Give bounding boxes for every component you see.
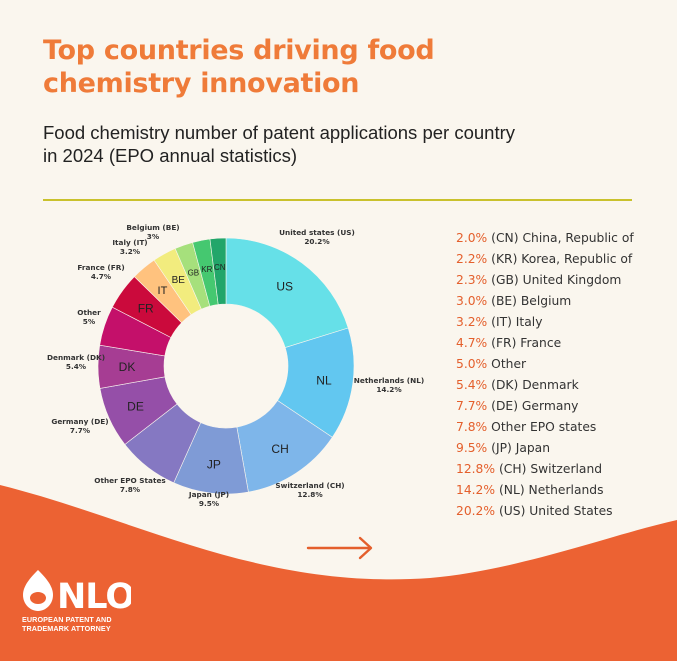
legend-percent: 2.2% [456,252,488,266]
slice-value-label: 7.8% [120,485,141,494]
slice-code-label: GB [188,268,200,277]
legend-percent: 4.7% [456,336,488,350]
slice-code-label: FR [138,301,154,315]
donut-slice [209,237,227,305]
legend-label: (GB) United Kingdom [487,273,622,287]
legend-item: 3.2% (IT) Italy [456,312,634,333]
slice-name-label: Belgium (BE) [126,223,179,232]
slice-name-label: Japan (JP) [188,490,229,499]
legend-label: (CN) China, Republic of [487,231,634,245]
legend-label: (FR) France [487,336,562,350]
slice-name-label: Switzerland (CH) [275,481,344,490]
legend-label: (NL) Netherlands [495,483,604,497]
slice-name-label: Italy (IT) [112,238,147,247]
slice-value-label: 5% [83,317,96,326]
legend-label: (BE) Belgium [487,294,572,308]
slice-name-label: France (FR) [77,263,124,272]
legend-item: 3.0% (BE) Belgium [456,291,634,312]
legend-percent: 3.2% [456,315,488,329]
legend-label: (DE) Germany [487,399,579,413]
divider [43,199,632,201]
legend: 2.0% (CN) China, Republic of 2.2% (KR) Ko… [456,228,634,522]
slice-code-label: NL [316,374,332,388]
slice-code-label: BE [172,275,186,286]
legend-item: 2.3% (GB) United Kingdom [456,270,634,291]
slice-value-label: 12.8% [297,490,323,499]
legend-label: Other EPO states [487,420,597,434]
legend-percent: 7.8% [456,420,488,434]
legend-percent: 2.3% [456,273,488,287]
page-subtitle: Food chemistry number of patent applicat… [43,121,603,167]
legend-percent: 14.2% [456,483,496,497]
legend-percent: 7.7% [456,399,488,413]
page-title: Top countries driving food chemistry inn… [43,34,603,100]
donut-slice [225,237,349,348]
slice-name-label: Netherlands (NL) [354,376,424,385]
slice-name-label: Other [77,308,101,317]
legend-percent: 12.8% [456,462,496,476]
arrow-right-icon[interactable] [306,535,376,561]
legend-item: 5.0% Other [456,354,634,375]
subtitle-line: in 2024 (EPO annual statistics) [43,145,297,166]
legend-label: (KR) Korea, Republic of [487,252,633,266]
slice-name-label: Germany (DE) [51,417,108,426]
legend-item: 5.4% (DK) Denmark [456,375,634,396]
legend-percent: 20.2% [456,504,496,518]
nlo-logo: NLO [23,570,131,614]
legend-label: (CH) Switzerland [495,462,603,476]
slice-value-label: 5.4% [66,362,87,371]
subtitle-line: Food chemistry number of patent applicat… [43,122,515,143]
slice-value-label: 7.7% [70,426,91,435]
slice-value-label: 14.2% [376,385,402,394]
slice-code-label: DK [119,360,136,374]
slice-value-label: 3% [147,232,160,241]
legend-item: 7.7% (DE) Germany [456,396,634,417]
logo-text: NLO [57,577,131,614]
legend-percent: 3.0% [456,294,488,308]
legend-item: 7.8% Other EPO states [456,417,634,438]
slice-name-label: Other EPO States [94,476,166,485]
slice-name-label: United states (US) [279,228,355,237]
slice-name-label: Denmark (DK) [47,353,105,362]
slice-code-label: CN [214,263,226,272]
slice-code-label: CH [271,442,288,456]
legend-item: 12.8% (CH) Switzerland [456,459,634,480]
slice-value-label: 20.2% [304,237,330,246]
tagline-line: EUROPEAN PATENT AND [22,615,112,624]
legend-label: (JP) Japan [487,441,551,455]
legend-item: 9.5% (JP) Japan [456,438,634,459]
legend-label: (DK) Denmark [487,378,579,392]
slice-code-label: IT [158,285,168,297]
slice-value-label: 9.5% [199,499,220,508]
legend-item: 14.2% (NL) Netherlands [456,480,634,501]
tagline-line: TRADEMARK ATTORNEY [22,624,111,633]
legend-item: 4.7% (FR) France [456,333,634,354]
logo-tagline: EUROPEAN PATENT AND TRADEMARK ATTORNEY [22,615,152,633]
slice-value-label: 3.2% [120,247,141,256]
slice-code-label: JP [207,458,221,472]
legend-item: 20.2% (US) United States [456,501,634,522]
legend-item: 2.2% (KR) Korea, Republic of [456,249,634,270]
slice-value-label: 4.7% [91,272,112,281]
slice-code-label: DE [127,399,144,413]
slice-code-label: KR [201,265,212,274]
legend-label: (US) United States [495,504,613,518]
slice-code-label: US [276,280,293,294]
legend-percent: 2.0% [456,231,488,245]
legend-label: (IT) Italy [487,315,543,329]
flame-icon [23,570,53,611]
title-line: Top countries driving food [43,35,435,66]
legend-item: 2.0% (CN) China, Republic of [456,228,634,249]
legend-percent: 5.0% [456,357,488,371]
legend-percent: 9.5% [456,441,488,455]
title-line: chemistry innovation [43,68,360,99]
legend-label: Other [487,357,527,371]
legend-percent: 5.4% [456,378,488,392]
